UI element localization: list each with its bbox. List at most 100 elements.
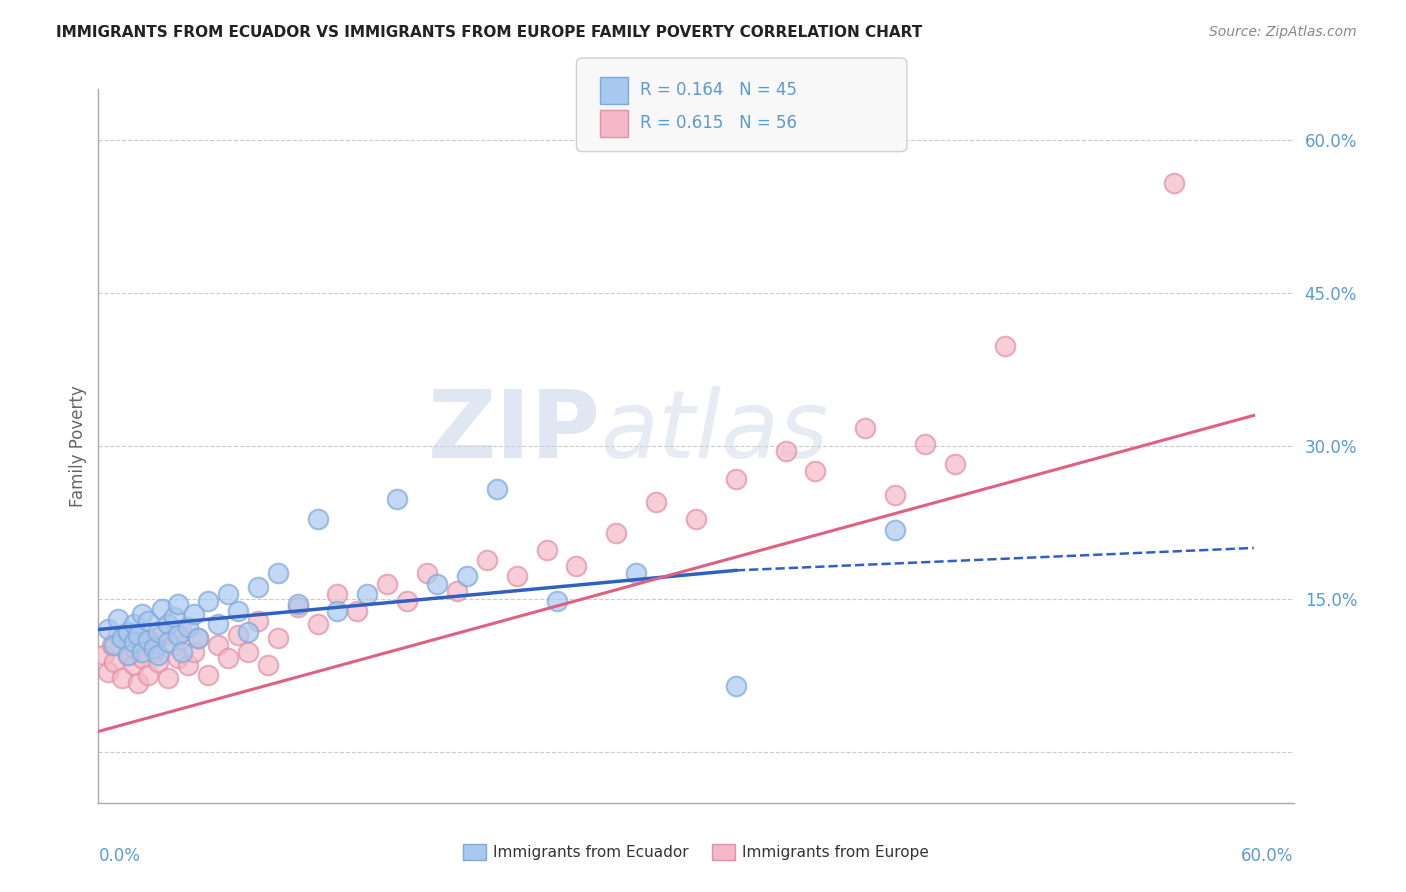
Point <box>148 648 170 662</box>
Point <box>217 587 239 601</box>
Point <box>163 610 186 624</box>
Point <box>356 587 378 601</box>
Point <box>326 587 349 601</box>
Point <box>107 627 129 641</box>
Point <box>97 665 120 680</box>
Point <box>775 444 797 458</box>
Point <box>131 651 153 665</box>
Point <box>136 632 159 647</box>
Point <box>127 627 149 641</box>
Point <box>685 512 707 526</box>
Point <box>172 645 194 659</box>
Text: 0.0%: 0.0% <box>98 847 141 865</box>
Point <box>475 553 498 567</box>
Point <box>117 624 139 639</box>
Text: atlas: atlas <box>600 386 828 477</box>
Point <box>724 472 747 486</box>
Point <box>914 437 936 451</box>
Point <box>884 488 907 502</box>
Point <box>207 617 229 632</box>
Point <box>197 668 219 682</box>
Point <box>385 491 409 506</box>
Point <box>103 655 125 669</box>
Point <box>506 569 529 583</box>
Point <box>804 465 827 479</box>
Text: R = 0.164   N = 45: R = 0.164 N = 45 <box>640 81 797 99</box>
Point <box>187 631 209 645</box>
Point <box>994 339 1017 353</box>
Point <box>943 458 966 472</box>
Point <box>884 523 907 537</box>
Point <box>111 631 134 645</box>
Text: 60.0%: 60.0% <box>1241 847 1294 865</box>
Point <box>117 648 139 662</box>
Point <box>287 597 309 611</box>
Point <box>167 597 190 611</box>
Point <box>197 594 219 608</box>
Point <box>136 615 159 629</box>
Point <box>183 645 205 659</box>
Point <box>136 668 159 682</box>
Point <box>326 604 349 618</box>
Point <box>546 594 568 608</box>
Point <box>143 645 166 659</box>
Point <box>287 600 309 615</box>
Point <box>167 627 190 641</box>
Point <box>177 620 200 634</box>
Point <box>93 648 115 662</box>
Point <box>346 604 368 618</box>
Point <box>207 638 229 652</box>
Point <box>187 631 209 645</box>
Point <box>645 495 668 509</box>
Point <box>226 604 249 618</box>
Point <box>267 566 290 581</box>
Point <box>396 594 419 608</box>
Point <box>131 645 153 659</box>
Point <box>565 559 588 574</box>
Point <box>111 672 134 686</box>
Point <box>485 482 508 496</box>
Point <box>446 583 468 598</box>
Y-axis label: Family Poverty: Family Poverty <box>69 385 87 507</box>
Point <box>101 638 124 652</box>
Point <box>148 624 170 639</box>
Point <box>124 640 146 655</box>
Point <box>853 420 876 434</box>
Point <box>246 580 269 594</box>
Point <box>117 648 139 662</box>
Point <box>177 658 200 673</box>
Point <box>626 566 648 581</box>
Point <box>226 627 249 641</box>
Point <box>124 617 146 632</box>
Point <box>724 679 747 693</box>
Point <box>163 638 186 652</box>
Point <box>131 607 153 622</box>
Point <box>124 658 146 673</box>
Point <box>236 624 259 639</box>
Point <box>143 640 166 655</box>
Point <box>167 651 190 665</box>
Point <box>236 645 259 659</box>
Text: IMMIGRANTS FROM ECUADOR VS IMMIGRANTS FROM EUROPE FAMILY POVERTY CORRELATION CHA: IMMIGRANTS FROM ECUADOR VS IMMIGRANTS FR… <box>56 25 922 40</box>
Point <box>307 617 329 632</box>
Point <box>307 512 329 526</box>
Point <box>124 634 146 648</box>
Point <box>150 602 173 616</box>
Text: R = 0.615   N = 56: R = 0.615 N = 56 <box>640 114 797 132</box>
Point <box>157 634 180 648</box>
Point <box>605 525 627 540</box>
Point <box>1163 176 1185 190</box>
Point <box>136 634 159 648</box>
Point <box>148 655 170 669</box>
Point <box>246 615 269 629</box>
Text: ZIP: ZIP <box>427 385 600 478</box>
Point <box>97 623 120 637</box>
Point <box>157 617 180 632</box>
Point <box>183 607 205 622</box>
Point <box>127 675 149 690</box>
Point <box>150 627 173 641</box>
Point <box>256 658 278 673</box>
Point <box>157 672 180 686</box>
Point <box>426 576 449 591</box>
Point <box>536 543 558 558</box>
